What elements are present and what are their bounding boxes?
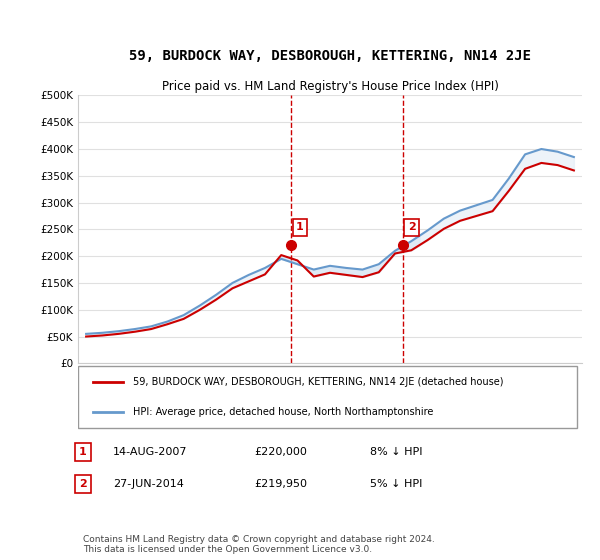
Text: £220,000: £220,000 <box>254 447 307 456</box>
Text: 59, BURDOCK WAY, DESBOROUGH, KETTERING, NN14 2JE: 59, BURDOCK WAY, DESBOROUGH, KETTERING, … <box>129 49 531 63</box>
Text: 27-JUN-2014: 27-JUN-2014 <box>113 479 184 489</box>
Text: 2: 2 <box>79 479 87 489</box>
Text: 2: 2 <box>408 222 416 232</box>
Text: HPI: Average price, detached house, North Northamptonshire: HPI: Average price, detached house, Nort… <box>133 407 434 417</box>
Text: £219,950: £219,950 <box>254 479 307 489</box>
Text: Price paid vs. HM Land Registry's House Price Index (HPI): Price paid vs. HM Land Registry's House … <box>161 80 499 93</box>
Text: 14-AUG-2007: 14-AUG-2007 <box>113 447 188 456</box>
Text: 1: 1 <box>296 222 304 232</box>
Text: 5% ↓ HPI: 5% ↓ HPI <box>370 479 422 489</box>
Text: 8% ↓ HPI: 8% ↓ HPI <box>370 447 423 456</box>
Text: 1: 1 <box>79 447 87 456</box>
Text: 59, BURDOCK WAY, DESBOROUGH, KETTERING, NN14 2JE (detached house): 59, BURDOCK WAY, DESBOROUGH, KETTERING, … <box>133 377 504 387</box>
Text: Contains HM Land Registry data © Crown copyright and database right 2024.
This d: Contains HM Land Registry data © Crown c… <box>83 535 435 554</box>
FancyBboxPatch shape <box>78 366 577 428</box>
